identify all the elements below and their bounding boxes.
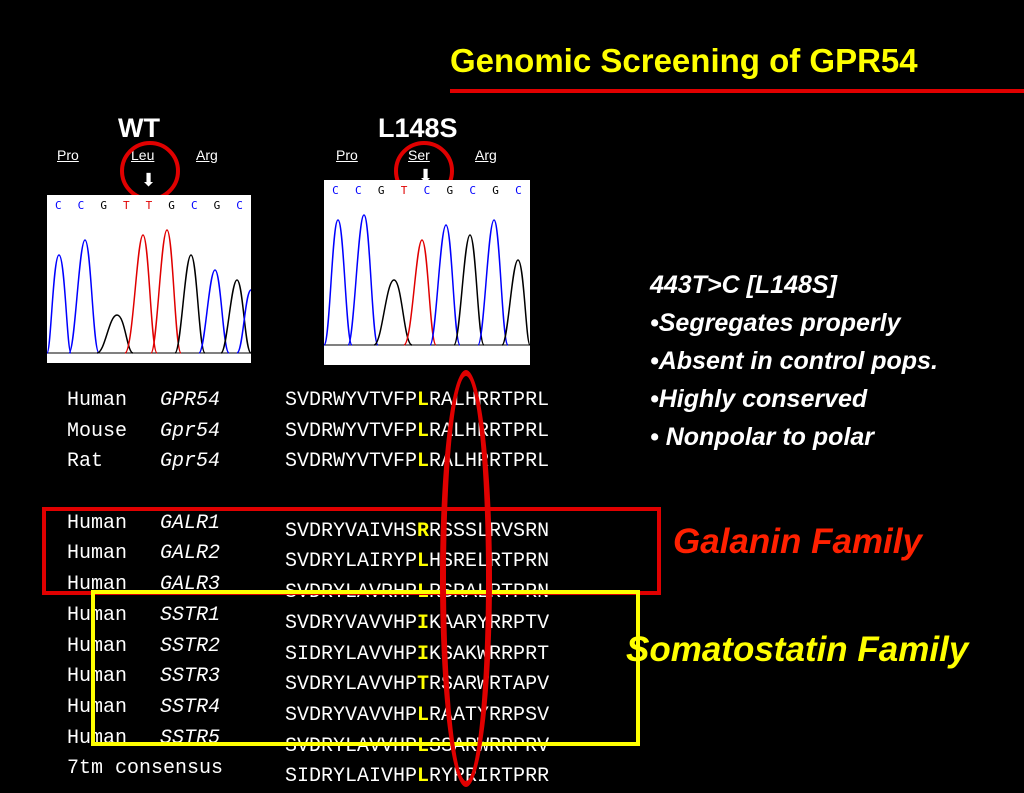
note-bullet: •Highly conserved [650, 385, 868, 413]
slide-title: Genomic Screening of GPR54 [450, 42, 918, 79]
galanin-family-box [42, 507, 661, 595]
note-bullet: • Nonpolar to polar [650, 423, 875, 451]
sequence-segment: SIDRYLAIVHP [285, 765, 418, 789]
gene-name: GALR2 [160, 542, 221, 566]
note-bullet: •Absent in control pops. [650, 347, 938, 375]
sequence-segment: SVDRWYVTVFP [285, 419, 418, 443]
base-call: C [355, 184, 362, 197]
species-name: Human [67, 511, 128, 535]
galanin-family-label: Galanin Family [673, 522, 922, 561]
alignment-sequence-row: SIDRYLAIVHPLRYRRIRTPRR [285, 762, 549, 793]
mutant-label: L148S [378, 113, 458, 143]
sequence-segment: SIDRYLAVVHP [285, 642, 418, 666]
species-name: Human [67, 389, 128, 412]
alignment-species-row [67, 478, 223, 509]
note-bullet: •Segregates properly [650, 309, 901, 337]
conserved-residue: R [417, 519, 430, 543]
alignment-species-row: Human GALR1 [67, 509, 223, 540]
alignment-species-row: Rat Gpr54 [67, 447, 223, 478]
wt-codon-arg: Arg [196, 147, 218, 163]
base-call: G [446, 184, 454, 197]
sequence-segment: RYRRIRTPRR [429, 765, 550, 789]
wt-codon-pro: Pro [57, 147, 79, 163]
base-call: C [55, 199, 62, 212]
species-name: Human [67, 695, 128, 719]
conserved-residue: L [417, 734, 430, 758]
conserved-residue: L [417, 550, 430, 574]
gene-name: SSTR2 [160, 634, 221, 658]
sequence-segment: SVDRYLAVVHP [285, 673, 418, 697]
species-name: Rat [67, 450, 104, 474]
gene-name: GPR54 [160, 389, 221, 412]
alignment-species-row: Human SSTR3 [67, 662, 223, 693]
alignment-species-row: Human SSTR2 [67, 632, 223, 663]
mut-codon-arg: Arg [475, 147, 497, 163]
base-call: C [423, 184, 431, 197]
somatostatin-family-box [91, 590, 640, 746]
sequence-segment: SVDRWYVTVFP [285, 450, 418, 474]
conserved-residue-oval [440, 370, 492, 787]
conserved-residue: L [417, 419, 430, 443]
species-name: Human [67, 542, 128, 566]
mutation-notes: 443T>C [L148S] •Segregates properly •Abs… [650, 266, 938, 456]
notes-heading: 443T>C [L148S] [650, 271, 837, 299]
conserved-residue: L [417, 703, 430, 727]
alignment-sequence-row [285, 478, 549, 509]
alignment-sequence-row: SVDRWYVTVFPLRALHRRTPRL [285, 386, 549, 417]
alignment-species-row: 7tm consensus [67, 754, 223, 785]
base-call: C [515, 184, 522, 197]
conserved-residue: T [417, 673, 430, 697]
base-call: G [213, 199, 221, 212]
species-name: Human [67, 665, 128, 689]
alignment-species-row: Mouse Gpr54 [67, 417, 223, 448]
base-call: T [122, 199, 130, 212]
species-name: Human [67, 634, 128, 658]
sequence-segment: SVDRYVAIVHS [285, 519, 418, 543]
gene-name: Gpr54 [160, 450, 221, 474]
base-call: T [145, 199, 153, 212]
species-name: Human [67, 603, 128, 627]
wt-label: WT [118, 113, 160, 143]
base-call: C [469, 184, 476, 197]
sequence-segment: RALHRRTPRL [429, 389, 550, 412]
base-call: G [100, 199, 107, 212]
conserved-residue: L [417, 450, 430, 474]
alignment-sequence-row: SVDRWYVTVFPLRALHRRTPRL [285, 447, 549, 478]
conserved-residue: I [417, 611, 430, 635]
conserved-residue: I [417, 642, 430, 666]
conserved-residue: L [417, 389, 430, 412]
base-call: G [492, 184, 499, 197]
base-call: C [236, 199, 243, 212]
gene-name: GALR1 [160, 511, 221, 535]
species-name: 7tm consensus [67, 757, 224, 781]
sequence-segment: SVDRYVAVVHP [285, 611, 418, 635]
alignment-species-row: Human GALR2 [67, 539, 223, 570]
sequence-segment: SVDRYLAIRYP [285, 550, 418, 574]
alignment-species-row: Human GPR54 [67, 386, 223, 417]
base-call: G [377, 184, 385, 197]
conserved-residue: L [417, 765, 430, 789]
sequence-segment: SVDRYVAVVHP [285, 703, 418, 727]
wt-down-arrow-icon: ⬇ [141, 170, 157, 190]
sequence-segment: SVDRYLAVVHP [285, 734, 418, 758]
mut-codon-pro: Pro [336, 147, 358, 163]
somatostatin-family-label: Somatostatin Family [626, 630, 969, 669]
base-call: G [168, 199, 175, 212]
base-call: C [190, 199, 198, 212]
base-call: T [400, 184, 408, 197]
gene-name: Gpr54 [160, 419, 221, 443]
base-call: C [332, 184, 339, 197]
alignment-sequence-row: SVDRWYVTVFPLRALHRRTPRL [285, 417, 549, 448]
species-name: Mouse [67, 419, 128, 443]
gene-name: SSTR4 [160, 695, 221, 719]
gene-name: SSTR3 [160, 665, 221, 689]
base-call: C [77, 199, 85, 212]
title-underline [450, 89, 1024, 93]
gene-name: SSTR1 [160, 603, 221, 627]
alignment-species-row: Human SSTR1 [67, 601, 223, 632]
alignment-species-row: Human SSTR4 [67, 693, 223, 724]
sequence-segment: SVDRWYVTVFP [285, 389, 418, 412]
